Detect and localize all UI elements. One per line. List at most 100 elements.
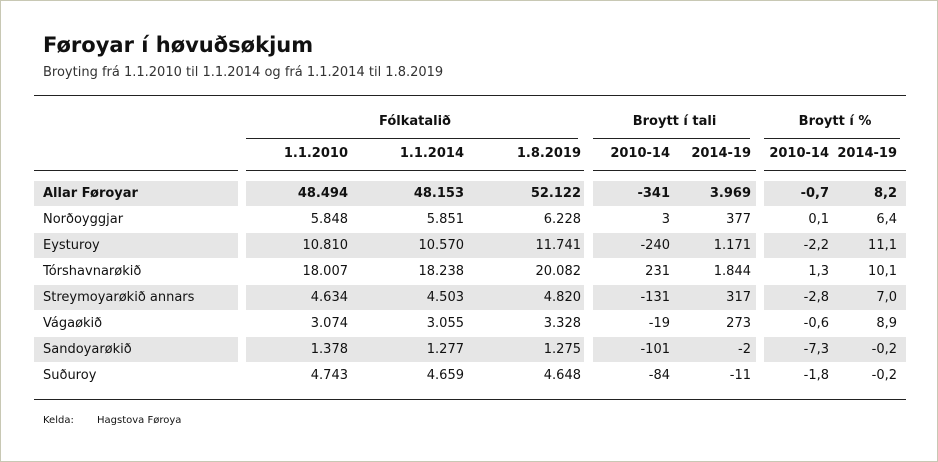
rule: [34, 399, 906, 400]
rule: [764, 138, 900, 139]
cell: 48.494: [297, 186, 348, 201]
row-stripe: [593, 181, 756, 206]
title: Føroyar í høvuðsøkjum: [43, 33, 314, 57]
cell: 4.634: [310, 290, 348, 305]
cell: -0,2: [871, 368, 897, 383]
cell: 48.153: [413, 186, 464, 201]
row-stripe: [246, 337, 584, 362]
row-stripe: [764, 285, 906, 310]
column-header: 2010-14: [769, 146, 829, 161]
row-label: Eysturoy: [43, 238, 100, 253]
cell: 8,2: [873, 186, 897, 201]
cell: -84: [648, 368, 670, 383]
source-label: Kelda:: [43, 415, 74, 426]
column-header: 1.1.2014: [399, 146, 464, 161]
column-header: 2014-19: [691, 146, 751, 161]
rule: [246, 170, 584, 171]
column-header: 1.1.2010: [283, 146, 348, 161]
rule: [764, 170, 906, 171]
rule: [246, 138, 578, 139]
cell: 10.810: [302, 238, 349, 253]
cell: 231: [645, 264, 670, 279]
row-label: Sandoyarøkið: [43, 342, 132, 357]
group-header: Broytt í %: [798, 114, 872, 129]
cell: 317: [726, 290, 751, 305]
cell: -1,8: [803, 368, 829, 383]
cell: -0,7: [800, 186, 829, 201]
cell: 5.851: [426, 212, 464, 227]
cell: -0,2: [871, 342, 897, 357]
cell: 6.228: [543, 212, 581, 227]
cell: 10,1: [868, 264, 897, 279]
row-label: Streymoyarøkið annars: [43, 290, 195, 305]
cell: 4.820: [543, 290, 581, 305]
cell: 8,9: [876, 316, 897, 331]
cell: -2,8: [803, 290, 829, 305]
cell: 3.055: [426, 316, 464, 331]
row-label: Vágaøkið: [43, 316, 103, 331]
cell: 1.378: [310, 342, 348, 357]
cell: 1.171: [713, 238, 751, 253]
cell: -2: [738, 342, 751, 357]
cell: 10.570: [418, 238, 465, 253]
row-stripe: [764, 233, 906, 258]
cell: 18.238: [418, 264, 465, 279]
cell: 273: [726, 316, 751, 331]
row-label: Suðuroy: [43, 368, 97, 383]
row-label: Allar Føroyar: [43, 186, 138, 201]
cell: -11: [729, 368, 751, 383]
row-stripe: [593, 285, 756, 310]
cell: 52.122: [530, 186, 581, 201]
cell: 377: [726, 212, 751, 227]
rule: [34, 170, 238, 171]
row-stripe: [34, 181, 238, 206]
row-stripe: [246, 285, 584, 310]
cell: 1.275: [543, 342, 581, 357]
cell: 11,1: [868, 238, 897, 253]
cell: 1.277: [426, 342, 464, 357]
column-header: 2014-19: [837, 146, 897, 161]
rule: [593, 138, 750, 139]
row-stripe: [34, 285, 238, 310]
cell: -240: [640, 238, 670, 253]
cell: 3: [661, 212, 670, 227]
group-header: Broytt í tali: [632, 114, 717, 129]
row-stripe: [34, 233, 238, 258]
cell: -0,6: [803, 316, 829, 331]
row-stripe: [246, 233, 584, 258]
group-header: Fólkatalið: [379, 114, 451, 129]
cell: 5.848: [310, 212, 348, 227]
cell: -101: [640, 342, 670, 357]
row-label: Tórshavnarøkið: [43, 264, 142, 279]
cell: 4.743: [310, 368, 348, 383]
cell: -2,2: [803, 238, 829, 253]
cell: -19: [648, 316, 670, 331]
cell: 20.082: [535, 264, 582, 279]
row-stripe: [593, 337, 756, 362]
cell: 6,4: [876, 212, 897, 227]
row-stripe: [764, 337, 906, 362]
source-text: Hagstova Føroya: [97, 415, 182, 426]
subtitle: Broyting frá 1.1.2010 til 1.1.2014 og fr…: [43, 65, 444, 80]
cell: -341: [637, 186, 670, 201]
cell: 1.844: [713, 264, 751, 279]
row-stripe: [764, 181, 906, 206]
cell: 18.007: [302, 264, 349, 279]
cell: 4.503: [426, 290, 464, 305]
rule: [593, 170, 756, 171]
row-label: Norðoyggjar: [43, 212, 124, 227]
cell: -7,3: [803, 342, 829, 357]
cell: 7,0: [876, 290, 897, 305]
rule: [34, 95, 906, 96]
cell: 3.074: [310, 316, 348, 331]
cell: 3.328: [543, 316, 581, 331]
cell: 1,3: [808, 264, 829, 279]
column-header: 1.8.2019: [516, 146, 581, 161]
cell: 0,1: [808, 212, 829, 227]
column-header: 2010-14: [610, 146, 670, 161]
cell: -131: [640, 290, 670, 305]
cell: 4.648: [543, 368, 581, 383]
cell: 11.741: [535, 238, 582, 253]
row-stripe: [246, 181, 584, 206]
